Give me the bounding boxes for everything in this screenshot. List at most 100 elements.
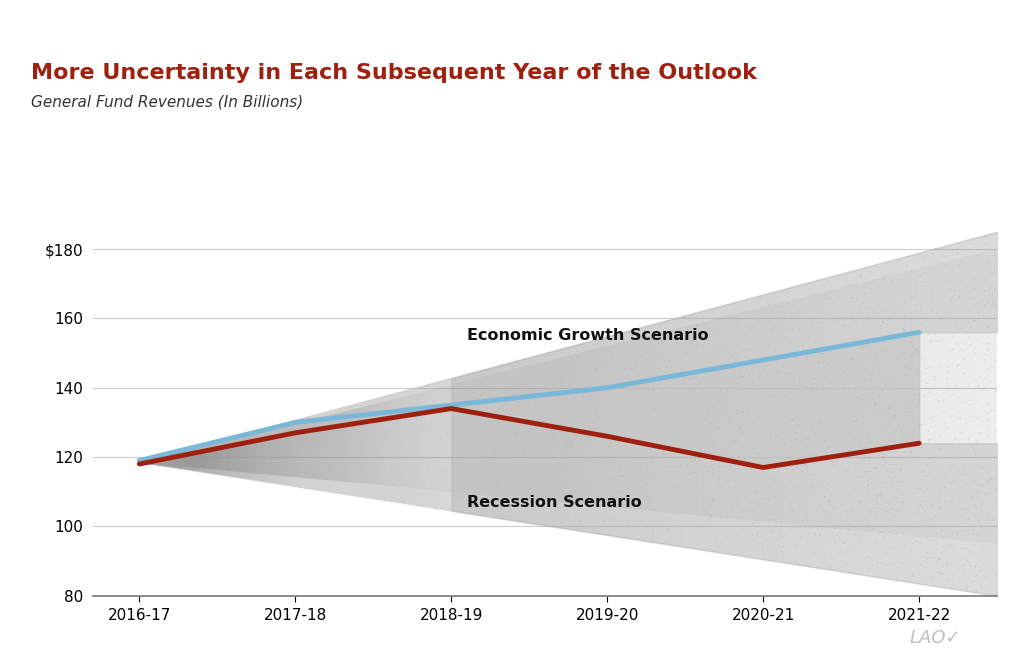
Point	[840, 440, 856, 451]
Point	[687, 371, 703, 381]
Point	[619, 496, 635, 507]
Point	[968, 570, 985, 581]
Point	[956, 354, 972, 365]
Point	[594, 454, 611, 465]
Point	[781, 406, 798, 417]
Point	[787, 380, 804, 391]
Point	[845, 354, 861, 365]
Point	[509, 408, 525, 418]
Point	[868, 301, 884, 311]
Point	[604, 462, 621, 473]
Point	[867, 286, 883, 297]
Point	[718, 444, 734, 454]
Point	[692, 520, 708, 531]
Point	[799, 469, 815, 480]
Point	[965, 577, 982, 587]
Point	[519, 404, 536, 415]
Point	[754, 312, 770, 323]
Point	[868, 549, 884, 560]
Point	[519, 461, 536, 472]
Point	[808, 379, 824, 389]
Point	[814, 352, 831, 362]
Point	[908, 442, 924, 452]
Point	[987, 472, 1003, 483]
Point	[867, 475, 883, 485]
Point	[690, 464, 706, 475]
Point	[778, 418, 795, 428]
Point	[646, 404, 662, 415]
Point	[534, 485, 550, 496]
Point	[951, 493, 967, 503]
Point	[816, 491, 833, 502]
Point	[734, 428, 750, 438]
Point	[987, 396, 1003, 406]
Point	[673, 346, 690, 356]
Point	[598, 346, 615, 356]
Point	[976, 354, 992, 364]
Point	[845, 506, 861, 516]
Point	[756, 365, 772, 375]
Point	[639, 402, 656, 412]
Point	[472, 479, 488, 489]
Point	[882, 284, 898, 295]
Point	[901, 290, 917, 301]
Point	[407, 412, 424, 423]
Point	[923, 486, 940, 496]
Point	[707, 532, 724, 543]
Point	[847, 434, 864, 445]
Point	[953, 323, 969, 334]
Point	[649, 399, 665, 410]
Point	[747, 543, 764, 553]
Point	[581, 492, 597, 502]
Point	[655, 385, 671, 396]
Point	[889, 506, 906, 516]
Point	[489, 476, 506, 487]
Point	[744, 365, 761, 376]
Point	[835, 330, 851, 341]
Point	[766, 320, 782, 330]
Point	[723, 506, 739, 516]
Point	[585, 376, 601, 387]
Point	[805, 306, 821, 316]
Point	[544, 425, 560, 436]
Point	[974, 461, 990, 472]
Point	[865, 524, 881, 534]
Point	[922, 339, 939, 350]
Point	[635, 534, 652, 544]
Point	[637, 447, 654, 457]
Point	[913, 559, 929, 570]
Point	[683, 337, 699, 348]
Point	[820, 528, 837, 539]
Point	[880, 383, 896, 394]
Point	[675, 438, 692, 448]
Point	[810, 489, 827, 500]
Point	[928, 335, 945, 346]
Point	[938, 453, 954, 464]
Point	[536, 399, 552, 410]
Point	[564, 441, 581, 451]
Point	[769, 430, 785, 441]
Point	[898, 397, 915, 408]
Point	[836, 367, 852, 377]
Point	[790, 490, 806, 500]
Point	[876, 346, 892, 356]
Point	[930, 279, 947, 290]
Point	[772, 525, 788, 536]
Point	[625, 506, 641, 516]
Point	[952, 249, 968, 260]
Point	[861, 303, 878, 313]
Point	[595, 495, 612, 505]
Point	[969, 335, 986, 346]
Point	[853, 273, 870, 283]
Point	[846, 522, 862, 532]
Point	[652, 354, 668, 365]
Point	[381, 453, 398, 463]
Point	[452, 433, 469, 444]
Point	[937, 482, 953, 493]
Point	[868, 539, 884, 549]
Point	[503, 359, 519, 370]
Point	[781, 368, 798, 379]
Point	[849, 472, 866, 483]
Point	[630, 344, 647, 354]
Point	[930, 444, 947, 455]
